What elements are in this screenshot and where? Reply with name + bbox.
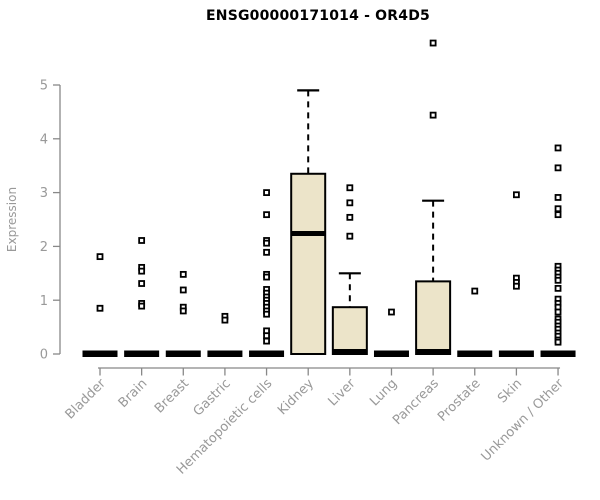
outlier-point [554, 164, 562, 172]
y-axis-tick-label: 3 [40, 186, 48, 201]
outlier-point [554, 276, 562, 284]
outlier-point [471, 287, 479, 295]
x-axis-category-label: Liver [326, 376, 360, 410]
outlier-point [138, 267, 146, 275]
boxplot-box [290, 172, 327, 355]
outlier-point [554, 284, 562, 292]
zero-median-bar [498, 350, 534, 357]
x-axis-category-label: Breast [152, 376, 192, 416]
y-axis-tick-label: 1 [40, 294, 48, 309]
x-axis-category-label: Skin [495, 376, 525, 406]
outlier-point [263, 332, 270, 340]
x-axis-category-label: Kidney [275, 376, 317, 418]
outlier-point [96, 304, 104, 312]
outlier-point [263, 273, 270, 281]
outlier-point [429, 111, 437, 119]
outlier-point [554, 144, 562, 152]
outlier-point [554, 338, 562, 346]
outlier-point [179, 270, 187, 278]
outlier-point [263, 239, 270, 247]
outlier-point [221, 316, 229, 324]
outlier-point [138, 280, 146, 287]
x-axis-category-label: Bladder [63, 376, 110, 423]
outlier-point [138, 237, 146, 244]
x-axis-category-label: Prostate [435, 376, 483, 424]
outlier-point [263, 337, 270, 345]
outlier-point [263, 310, 270, 318]
outlier-point [513, 191, 520, 199]
outlier-point [388, 308, 395, 316]
zero-median-bar [457, 350, 493, 357]
boxplot-box [331, 306, 368, 355]
y-axis-tick-label: 5 [40, 79, 48, 94]
outlier-point [138, 302, 146, 310]
outlier-point [554, 308, 562, 316]
x-axis-category-label: Lung [367, 376, 400, 409]
outlier-point [263, 248, 270, 256]
outlier-point [513, 282, 520, 290]
outlier-point [263, 189, 270, 197]
zero-median-bar [373, 350, 409, 357]
outlier-point [179, 307, 187, 315]
outlier-point [346, 232, 354, 240]
outlier-point [346, 184, 354, 192]
zero-median-bar [249, 350, 285, 357]
zero-median-bar [207, 350, 243, 357]
zero-median-bar [165, 350, 201, 357]
y-axis-tick-label: 0 [40, 348, 48, 363]
outlier-point [96, 253, 104, 261]
boxplot-box [415, 280, 452, 355]
zero-median-bar [82, 350, 118, 357]
y-axis-tick-label: 2 [40, 240, 48, 255]
outlier-point [554, 194, 562, 201]
x-axis-category-label: Brain [116, 376, 151, 411]
y-axis-tick-label: 4 [40, 132, 48, 147]
outlier-point [263, 211, 270, 219]
zero-median-bar [540, 350, 576, 357]
outlier-point [179, 286, 187, 294]
outlier-point [429, 39, 437, 47]
outlier-point [346, 199, 354, 207]
zero-median-bar [124, 350, 160, 357]
outlier-point [554, 211, 562, 219]
y-axis-title: Expression [5, 187, 19, 252]
x-axis-category-label: Pancreas [390, 376, 442, 428]
chart-title: ENSG00000171014 - OR4D5 [206, 8, 430, 24]
outlier-point [346, 213, 354, 221]
outlier-point [554, 205, 562, 213]
